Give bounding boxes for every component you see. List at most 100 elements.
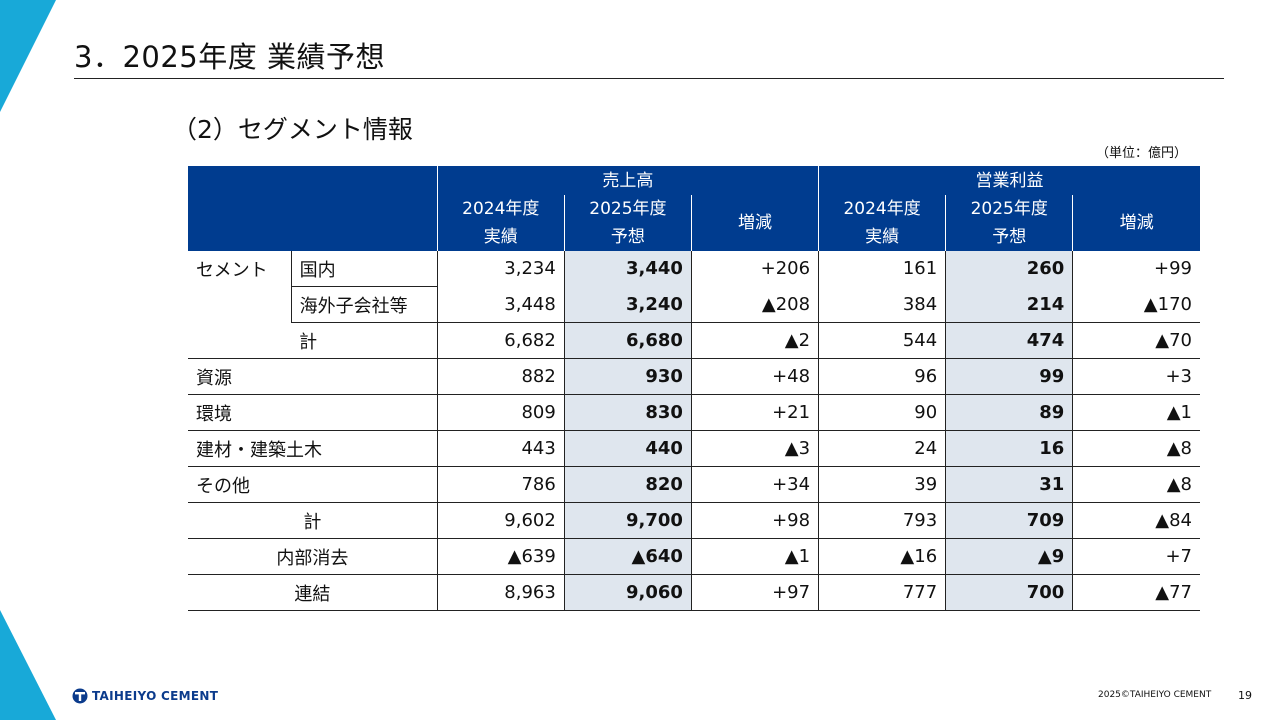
cell-profit-2025: 214 bbox=[945, 286, 1073, 323]
cell-profit-change: ▲70 bbox=[1072, 322, 1200, 359]
cell-profit-2025: 260 bbox=[945, 251, 1073, 287]
copyright: 2025©TAIHEIYO CEMENT bbox=[1098, 690, 1212, 700]
row-segment-label: 内部消去 bbox=[188, 538, 438, 575]
cell-profit-2024: ▲16 bbox=[818, 538, 946, 575]
cell-sales-2024: 8,963 bbox=[436, 574, 565, 611]
cell-sales-2025: 9,700 bbox=[563, 502, 692, 539]
cell-profit-change: +3 bbox=[1072, 358, 1200, 395]
cell-profit-change: ▲1 bbox=[1072, 394, 1200, 431]
table-row: 連結 8,963 9,060 +97 777 700 ▲77 bbox=[188, 574, 1200, 611]
cell-sales-2025: 3,440 bbox=[563, 251, 692, 287]
cell-sales-change: +34 bbox=[690, 466, 819, 503]
cell-sales-2025: 930 bbox=[563, 358, 692, 395]
cell-sales-2025: 3,240 bbox=[563, 286, 692, 323]
header-blank bbox=[188, 166, 438, 251]
section-subtitle: （2）セグメント情報 bbox=[172, 115, 413, 144]
cell-profit-2025: 16 bbox=[945, 430, 1073, 467]
group-header-operating-profit: 営業利益 bbox=[818, 166, 1200, 195]
cell-profit-2024: 96 bbox=[818, 358, 946, 395]
table-row: その他 786 820 +34 39 31 ▲8 bbox=[188, 466, 1200, 503]
cell-profit-2025: 700 bbox=[945, 574, 1073, 611]
page-number: 19 bbox=[1238, 689, 1252, 702]
table-row: 資源 882 930 +48 96 99 +3 bbox=[188, 358, 1200, 395]
cell-profit-change: +99 bbox=[1072, 251, 1200, 287]
row-segment-label bbox=[188, 322, 292, 359]
cell-sales-change: ▲3 bbox=[690, 430, 819, 467]
col-header-sales-2024: 2024年度 実績 bbox=[436, 195, 565, 251]
table-row: 海外子会社等 3,448 3,240 ▲208 384 214 ▲170 bbox=[188, 286, 1200, 323]
cell-profit-change: ▲170 bbox=[1072, 286, 1200, 323]
cell-sales-change: +21 bbox=[690, 394, 819, 431]
cell-profit-2024: 90 bbox=[818, 394, 946, 431]
row-segment-label: その他 bbox=[188, 466, 438, 503]
cell-sales-change: +97 bbox=[690, 574, 819, 611]
row-segment-label bbox=[188, 287, 291, 323]
cell-sales-2024: 6,682 bbox=[436, 322, 565, 359]
table-row: 計 6,682 6,680 ▲2 544 474 ▲70 bbox=[188, 322, 1200, 359]
cell-sales-2024: 882 bbox=[436, 358, 565, 395]
cell-sales-change: ▲1 bbox=[690, 538, 819, 575]
row-sub-label: 計 bbox=[291, 322, 438, 359]
cell-profit-change: ▲8 bbox=[1072, 466, 1200, 503]
cell-sales-2025: 9,060 bbox=[563, 574, 692, 611]
cell-profit-change: ▲8 bbox=[1072, 430, 1200, 467]
cell-sales-change: +48 bbox=[690, 358, 819, 395]
cell-sales-2024: 3,448 bbox=[436, 286, 565, 323]
cell-profit-2024: 24 bbox=[818, 430, 946, 467]
cell-profit-2024: 777 bbox=[818, 574, 946, 611]
cell-profit-2024: 793 bbox=[818, 502, 946, 539]
cell-profit-2025: 89 bbox=[945, 394, 1073, 431]
unit-note: （単位：億円） bbox=[1095, 146, 1187, 161]
table-row: セメント 国内 3,234 3,440 +206 161 260 +99 bbox=[188, 251, 1200, 287]
cell-sales-2024: 3,234 bbox=[436, 251, 565, 287]
table-row: 建材・建築土木 443 440 ▲3 24 16 ▲8 bbox=[188, 430, 1200, 467]
corner-decoration-top bbox=[0, 0, 56, 112]
logo-text: TAIHEIYO CEMENT bbox=[92, 689, 219, 703]
cell-profit-2025: ▲9 bbox=[945, 538, 1073, 575]
row-segment-label: 資源 bbox=[188, 358, 438, 395]
cell-profit-2025: 709 bbox=[945, 502, 1073, 539]
segment-table: 売上高 営業利益 2024年度 実績 2025年度 予想 増減 2024年度 実績 2… bbox=[188, 166, 1200, 611]
cell-sales-2025: 820 bbox=[563, 466, 692, 503]
cell-sales-change: +98 bbox=[690, 502, 819, 539]
cell-profit-2025: 31 bbox=[945, 466, 1073, 503]
row-segment-label: 建材・建築土木 bbox=[188, 430, 438, 467]
row-sub-label: 海外子会社等 bbox=[290, 286, 438, 323]
col-header-profit-change: 増減 bbox=[1072, 195, 1200, 251]
table-row: 計 9,602 9,700 +98 793 709 ▲84 bbox=[188, 502, 1200, 539]
cell-sales-2025: ▲640 bbox=[563, 538, 692, 575]
cell-profit-2024: 384 bbox=[818, 286, 946, 323]
cell-sales-2025: 440 bbox=[563, 430, 692, 467]
cell-sales-change: ▲2 bbox=[690, 322, 819, 359]
title-divider bbox=[74, 78, 1224, 79]
logo-mark-icon bbox=[72, 688, 88, 704]
cell-sales-2025: 830 bbox=[563, 394, 692, 431]
cell-profit-2024: 161 bbox=[818, 251, 946, 287]
row-segment-label: 環境 bbox=[188, 394, 438, 431]
table-row: 環境 809 830 +21 90 89 ▲1 bbox=[188, 394, 1200, 431]
cell-profit-change: ▲84 bbox=[1072, 502, 1200, 539]
row-segment-label: 計 bbox=[188, 502, 438, 539]
cell-profit-2024: 544 bbox=[818, 322, 946, 359]
cell-profit-2025: 99 bbox=[945, 358, 1073, 395]
row-segment-label: セメント bbox=[196, 259, 268, 281]
corner-decoration-bottom bbox=[0, 610, 56, 720]
cell-sales-2025: 6,680 bbox=[563, 322, 692, 359]
company-logo: TAIHEIYO CEMENT bbox=[72, 688, 218, 704]
cell-sales-2024: 809 bbox=[436, 394, 565, 431]
col-header-profit-2024: 2024年度 実績 bbox=[818, 195, 946, 251]
row-sub-label: 国内 bbox=[290, 251, 438, 287]
cell-sales-2024: 786 bbox=[436, 466, 565, 503]
cell-profit-change: ▲77 bbox=[1072, 574, 1200, 611]
col-header-sales-2025: 2025年度 予想 bbox=[563, 195, 692, 251]
row-segment-label: 連結 bbox=[188, 574, 438, 611]
cell-profit-2025: 474 bbox=[945, 322, 1073, 359]
table-row: 内部消去 ▲639 ▲640 ▲1 ▲16 ▲9 +7 bbox=[188, 538, 1200, 575]
cell-sales-2024: 443 bbox=[436, 430, 565, 467]
cell-sales-2024: 9,602 bbox=[436, 502, 565, 539]
cell-sales-change: +206 bbox=[690, 251, 819, 287]
cell-profit-change: +7 bbox=[1072, 538, 1200, 575]
col-header-profit-2025: 2025年度 予想 bbox=[945, 195, 1073, 251]
col-header-sales-change: 増減 bbox=[690, 195, 819, 251]
page-title: 3．2025年度 業績予想 bbox=[74, 40, 385, 74]
